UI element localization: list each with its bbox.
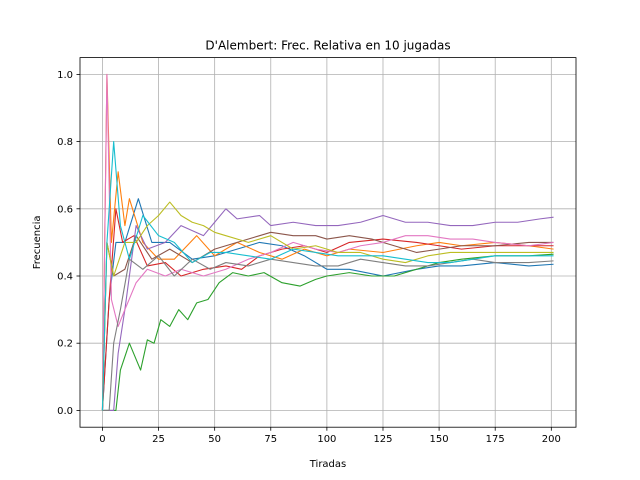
x-tick-label: 200 [542,434,561,445]
x-tick-label: 0 [99,434,105,445]
x-tick-label: 125 [373,434,392,445]
series-line-10 [101,141,554,411]
ticks: 0 25 50 75 100 125 150 175 200 0.0 0.2 0.4 0.6 0.8 1.0 [57,70,561,445]
y-axis-label: Frecuencia [32,215,43,269]
series-line-9 [101,201,554,411]
y-tick-label: 0.4 [57,272,73,283]
y-tick-label: 0.8 [57,137,73,148]
series-layer [101,73,554,411]
x-tick-label: 25 [152,434,165,445]
x-tick-label: 75 [264,434,277,445]
x-tick-label: 150 [430,434,449,445]
y-tick-label: 0.2 [57,339,73,350]
chart-title: D'Alembert: Frec. Relativa en 10 jugadas [205,39,450,53]
x-tick-label: 100 [317,434,336,445]
series-line-2 [101,73,554,411]
series-line-1 [101,198,554,411]
series-line-5 [102,208,554,411]
series-line-3 [102,253,554,411]
plot-frame [79,57,577,428]
series-line-7 [101,73,554,411]
x-axis-label: Tiradas [309,459,347,470]
y-tick-label: 1.0 [57,70,73,81]
series-line-6 [101,231,554,411]
x-tick-label: 50 [208,434,221,445]
y-tick-label: 0.6 [57,204,73,215]
x-tick-label: 175 [486,434,505,445]
y-tick-label: 0.0 [57,406,73,417]
